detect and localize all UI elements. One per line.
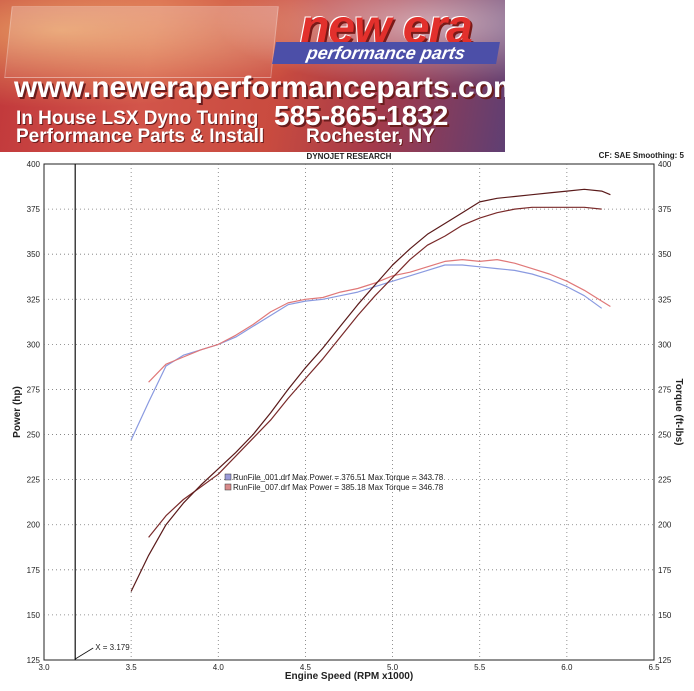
left-y-tick-label: 300	[27, 340, 41, 349]
right-y-tick-label: 275	[658, 385, 672, 394]
legend: RunFile_001.drf Max Power = 376.51 Max T…	[224, 473, 444, 492]
banner-ticket-graphic	[4, 6, 279, 78]
right-y-tick-label: 400	[658, 160, 672, 169]
chart-settings: CF: SAE Smoothing: 5	[599, 151, 685, 160]
left-y-tick-label: 275	[27, 385, 41, 394]
left-y-tick-label: 375	[27, 205, 41, 214]
right-y-tick-label: 175	[658, 566, 672, 575]
cursor-readout: X = 3.179	[95, 643, 130, 652]
dyno-chart: 3.0 3.5 4.0 4.5 5.0 5.5 6.0 6.5 125 150 175 200 225 2…	[0, 150, 694, 691]
series-line-power-007	[130, 188, 611, 592]
legend-swatch-runfile-001	[224, 473, 232, 481]
brand-parts-line: Performance Parts & Install	[16, 126, 265, 147]
left-y-tick-label: 175	[27, 566, 41, 575]
right-y-tick-label: 200	[658, 521, 672, 530]
left-y-tick-label: 400	[27, 160, 41, 169]
left-y-tick-label: 125	[27, 656, 41, 665]
right-axis-title: Torque (ft-lbs)	[673, 378, 684, 445]
x-tick-label: 3.0	[38, 663, 50, 672]
chart-title: DYNOJET RESEARCH	[307, 152, 392, 161]
tick-layer: 3.0 3.5 4.0 4.5 5.0 5.5 6.0 6.51251501752002252…	[27, 160, 672, 672]
right-y-tick-label: 150	[658, 611, 672, 620]
x-tick-label: 5.5	[474, 663, 486, 672]
right-y-tick-label: 250	[658, 431, 672, 440]
brand-phone: 585-865-1832	[274, 100, 449, 131]
right-y-tick-label: 225	[658, 476, 672, 485]
right-y-tick-label: 325	[658, 295, 672, 304]
series-line-power-001	[148, 206, 602, 538]
x-tick-label: 6.5	[648, 663, 660, 672]
right-y-tick-label: 125	[658, 656, 672, 665]
left-y-tick-label: 350	[27, 250, 41, 259]
legend-entry-runfile-007: RunFile_007.drf Max Power = 385.18 Max T…	[233, 483, 444, 492]
dyno-shop-banner: new era performance parts www.neweraperf…	[0, 0, 505, 152]
right-y-tick-label: 350	[658, 250, 672, 259]
grid-layer	[44, 164, 654, 660]
x-axis-title: Engine Speed (RPM x1000)	[285, 671, 413, 682]
brand-service-line: In House LSX Dyno Tuning	[16, 108, 259, 129]
left-y-tick-label: 200	[27, 521, 41, 530]
left-y-tick-label: 325	[27, 295, 41, 304]
brand-location: Rochester, NY	[306, 126, 435, 147]
plot-frame	[43, 163, 655, 661]
x-tick-label: 4.5	[300, 663, 312, 672]
legend-entry-runfile-001: RunFile_001.drf Max Power = 376.51 Max T…	[233, 473, 444, 482]
left-y-tick-label: 225	[27, 476, 41, 485]
x-tick-label: 3.5	[126, 663, 138, 672]
cursor-pointer	[74, 647, 94, 660]
legend-swatch-runfile-007	[224, 483, 232, 491]
brand-tagline: performance parts	[272, 42, 500, 64]
series-line-torque-007	[148, 258, 611, 383]
right-y-tick-label: 300	[658, 340, 672, 349]
right-y-tick-label: 375	[658, 205, 672, 214]
dyno-chart-svg: 3.0 3.5 4.0 4.5 5.0 5.5 6.0 6.51251501752002252…	[12, 151, 685, 682]
left-axis-title: Power (hp)	[12, 386, 23, 438]
brand-website: www.neweraperformanceparts.com	[14, 71, 505, 104]
x-tick-label: 6.0	[561, 663, 573, 672]
x-tick-label: 5.0	[387, 663, 399, 672]
left-y-tick-label: 250	[27, 431, 41, 440]
left-y-tick-label: 150	[27, 611, 41, 620]
x-tick-label: 4.0	[213, 663, 225, 672]
series-layer	[130, 188, 611, 592]
